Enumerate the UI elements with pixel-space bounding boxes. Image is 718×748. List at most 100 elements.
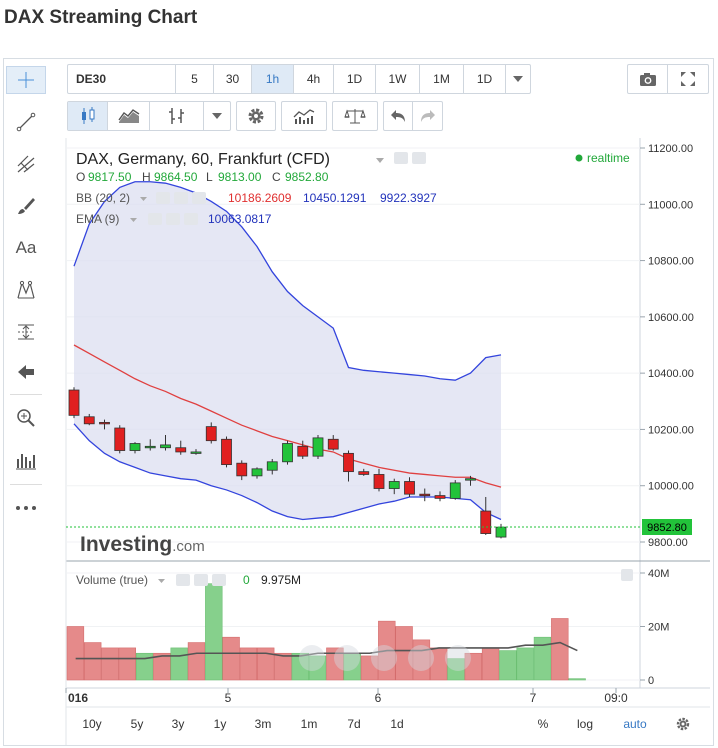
interval-selected[interactable]: 1D (464, 65, 506, 93)
more-tools[interactable] (6, 494, 46, 522)
interval-1w[interactable]: 1W (376, 65, 420, 93)
ema-eye-icon (148, 213, 162, 225)
interval-1h[interactable]: 1h (252, 65, 294, 93)
interval-toolbar: DE30 5 30 1h 4h 1D 1W 1M 1D (67, 64, 531, 94)
remove-drawings-tool[interactable] (6, 358, 46, 386)
range-3m[interactable]: 3m (254, 717, 272, 731)
undo-button[interactable] (384, 102, 414, 130)
fullscreen-button[interactable] (668, 65, 708, 93)
candle-up (312, 437, 324, 457)
volume-bar-down (118, 647, 137, 681)
volume-bar-down (395, 626, 413, 681)
price-tick-label: 10800.00 (648, 256, 694, 268)
candle-down (358, 471, 370, 475)
toolbar-divider (10, 484, 42, 485)
volume-dropdown-icon (158, 579, 165, 583)
interval-1m[interactable]: 1M (420, 65, 464, 93)
redo-button[interactable] (413, 102, 442, 130)
candle-down (434, 495, 446, 499)
volume-gear-icon (194, 574, 208, 586)
log-scale-toggle[interactable]: log (576, 717, 593, 731)
price-tick-label: 10600.00 (648, 312, 694, 324)
stocktwits-share-icon[interactable]: ST (661, 12, 677, 24)
symbol-field[interactable]: DE30 (68, 65, 176, 93)
pattern-tool[interactable] (6, 276, 46, 304)
range-1y[interactable]: 1y (213, 717, 227, 731)
bars-button[interactable] (150, 102, 204, 130)
volume-eye-icon (176, 574, 190, 586)
snapshot-button[interactable] (628, 65, 668, 93)
pitchfork-tool[interactable] (6, 150, 46, 178)
interval-4h[interactable]: 4h (294, 65, 334, 93)
volume-bar-down (66, 626, 85, 681)
settings-toolbar (236, 101, 276, 131)
compare-button[interactable] (333, 102, 377, 130)
volume-axis-ticks: 40M 20M 0 (640, 568, 669, 687)
zoom-tool[interactable] (6, 404, 46, 432)
facebook-share-icon[interactable]: f (580, 10, 586, 25)
ohlc-icon (168, 108, 184, 124)
ema-label: EMA (9) (76, 212, 119, 226)
candle-down (419, 493, 431, 497)
bb-upper-value: 10450.1291 (303, 191, 367, 205)
trend-line-tool[interactable] (6, 108, 46, 136)
ohlc-l-value: 9813.00 (218, 170, 262, 184)
volume-label: Volume (true) (76, 573, 148, 587)
candle-up (388, 481, 400, 489)
googleplus-share-icon[interactable]: G+ (627, 12, 643, 24)
range-10y[interactable]: 10y (82, 717, 102, 731)
candles-button[interactable] (68, 102, 108, 130)
bars-icon (16, 454, 36, 470)
zoom-out-icon (334, 645, 360, 671)
investing-watermark: Investing.com (80, 533, 205, 556)
percent-scale-toggle[interactable]: % (537, 717, 549, 731)
candle-up (282, 443, 293, 463)
price-axis-ticks: 11200.00 11000.00 10800.00 10600.00 10400.00… (640, 143, 694, 549)
pattern-icon (17, 280, 35, 299)
volume-bar-down (464, 652, 482, 681)
crosshair-tool[interactable] (6, 66, 46, 94)
capture-toolbar (627, 64, 709, 94)
brush-tool[interactable] (6, 192, 46, 220)
volume-ma-line (75, 641, 578, 660)
twitter-share-icon[interactable]: t (606, 10, 612, 25)
range-7d[interactable]: 7d (347, 717, 361, 731)
volume-bar-down (274, 652, 292, 681)
zoom-icon (17, 409, 35, 427)
navigation-overlay[interactable] (299, 645, 471, 671)
email-share-icon[interactable]: ✉ (688, 9, 702, 26)
ema-value: 10063.0817 (208, 212, 272, 226)
interval-dropdown[interactable] (506, 65, 530, 93)
volume-bar-up (499, 650, 517, 681)
line-icon (16, 112, 36, 132)
candles (68, 387, 507, 539)
chart-type-toolbar (67, 101, 231, 131)
range-1d[interactable]: 1d (390, 717, 404, 731)
candle-down (297, 445, 309, 457)
ruler-icon (18, 324, 34, 340)
candles-icon (81, 107, 94, 124)
range-5y[interactable]: 5y (130, 717, 144, 731)
range-1m[interactable]: 1m (300, 717, 318, 731)
interval-1d[interactable]: 1D (334, 65, 376, 93)
gear-icon (248, 108, 264, 124)
candle-down (83, 416, 95, 425)
interval-5[interactable]: 5 (176, 65, 214, 93)
measure-tool[interactable] (6, 318, 46, 346)
chart-type-dropdown[interactable] (204, 102, 230, 130)
text-tool[interactable]: Aa (15, 238, 37, 257)
chart-properties-button[interactable] (672, 713, 694, 735)
candle-down (175, 447, 187, 453)
interval-30[interactable]: 30 (214, 65, 252, 93)
range-3y[interactable]: 3y (171, 717, 185, 731)
settings-button[interactable] (237, 102, 275, 130)
volume-bar-down (222, 636, 240, 681)
time-tick-label: 09:0 (604, 691, 628, 705)
compare-tool[interactable] (6, 446, 46, 474)
volume-bar-up (308, 655, 327, 681)
area-button[interactable] (108, 102, 150, 130)
time-tick-label: 016 (68, 691, 88, 705)
indicators-button[interactable] (282, 102, 326, 130)
auto-scale-toggle[interactable]: auto (623, 717, 647, 731)
